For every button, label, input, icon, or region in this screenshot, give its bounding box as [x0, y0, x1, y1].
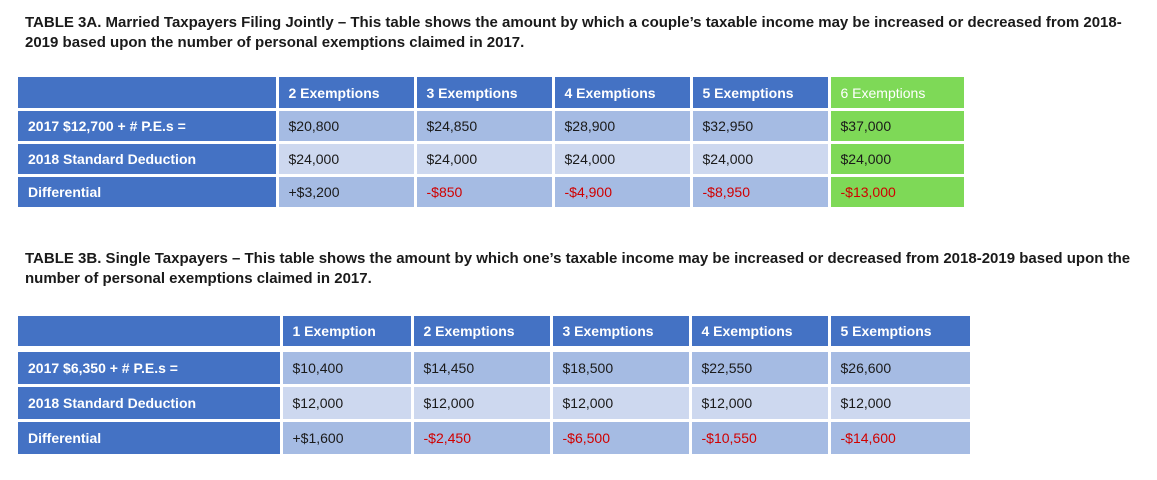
table-3a-header-cell: 5 Exemptions — [691, 77, 831, 111]
table-3b-header-cell: 3 Exemptions — [551, 316, 692, 349]
table-cell-negative-highlighted: -$13,000 — [829, 175, 967, 210]
table-cell: $14,450 — [412, 352, 553, 387]
table-3a-header-cell: 2 Exemptions — [277, 77, 417, 111]
row-label: Differential — [18, 420, 283, 457]
table-cell: $12,000 — [412, 385, 553, 422]
table-cell-negative: -$10,550 — [690, 420, 831, 457]
table-row: Differential +$3,200 -$850 -$4,900 -$8,9… — [18, 175, 967, 210]
table-cell: $26,600 — [829, 352, 973, 387]
table-3a: 2 Exemptions 3 Exemptions 4 Exemptions 5… — [18, 77, 967, 210]
table-cell: $18,500 — [551, 352, 692, 387]
table-cell-highlighted: $24,000 — [829, 142, 967, 177]
table-cell-negative: -$4,900 — [553, 175, 693, 210]
table-3b: 1 Exemption 2 Exemptions 3 Exemptions 4 … — [18, 316, 973, 457]
table-cell: $20,800 — [277, 109, 417, 144]
table-3b-header-cell: 5 Exemptions — [829, 316, 973, 349]
table-cell: $24,000 — [691, 142, 831, 177]
table-cell-highlighted: $37,000 — [829, 109, 967, 144]
row-label: 2017 $12,700 + # P.E.s = — [18, 109, 279, 144]
row-label: 2018 Standard Deduction — [18, 385, 283, 422]
table-cell: $28,900 — [553, 109, 693, 144]
table-cell: $24,000 — [553, 142, 693, 177]
table-cell: $22,550 — [690, 352, 831, 387]
table-cell: $24,000 — [415, 142, 555, 177]
table-row: 2017 $12,700 + # P.E.s = $20,800 $24,850… — [18, 109, 967, 144]
table-cell-negative: -$14,600 — [829, 420, 973, 457]
table-cell: $12,000 — [690, 385, 831, 422]
table-row: 2018 Standard Deduction $24,000 $24,000 … — [18, 142, 967, 177]
table-3a-header-cell: 3 Exemptions — [415, 77, 555, 111]
table-row: Differential +$1,600 -$2,450 -$6,500 -$1… — [18, 420, 973, 457]
table-cell: $24,850 — [415, 109, 555, 144]
table-cell: $32,950 — [691, 109, 831, 144]
table-3a-header-row: 2 Exemptions 3 Exemptions 4 Exemptions 5… — [18, 77, 967, 111]
table-3a-header-cell: 4 Exemptions — [553, 77, 693, 111]
table-cell: +$3,200 — [277, 175, 417, 210]
table-3b-caption: TABLE 3B. Single Taxpayers – This table … — [25, 250, 1131, 287]
table-cell-negative: -$850 — [415, 175, 555, 210]
table-cell: $12,000 — [281, 385, 414, 422]
table-3b-header-row: 1 Exemption 2 Exemptions 3 Exemptions 4 … — [18, 316, 973, 349]
row-label: Differential — [18, 175, 279, 210]
table-cell: $10,400 — [281, 352, 414, 387]
row-label: 2018 Standard Deduction — [18, 142, 279, 177]
table-cell-negative: -$2,450 — [412, 420, 553, 457]
table-row: 2018 Standard Deduction $12,000 $12,000 … — [18, 385, 973, 422]
table-3a-header-cell-highlighted: 6 Exemptions — [829, 77, 967, 111]
table-cell-negative: -$6,500 — [551, 420, 692, 457]
table-3b-corner-cell — [18, 316, 283, 349]
table-3a-corner-cell — [18, 77, 279, 111]
table-cell: +$1,600 — [281, 420, 414, 457]
table-cell: $12,000 — [551, 385, 692, 422]
table-3b-header-cell: 2 Exemptions — [412, 316, 553, 349]
table-3a-caption: TABLE 3A. Married Taxpayers Filing Joint… — [25, 14, 1122, 51]
table-cell-negative: -$8,950 — [691, 175, 831, 210]
table-row: 2017 $6,350 + # P.E.s = $10,400 $14,450 … — [18, 352, 973, 387]
table-3b-header-cell: 1 Exemption — [281, 316, 414, 349]
table-3b-header-cell: 4 Exemptions — [690, 316, 831, 349]
table-cell: $12,000 — [829, 385, 973, 422]
row-label: 2017 $6,350 + # P.E.s = — [18, 352, 283, 387]
table-cell: $24,000 — [277, 142, 417, 177]
